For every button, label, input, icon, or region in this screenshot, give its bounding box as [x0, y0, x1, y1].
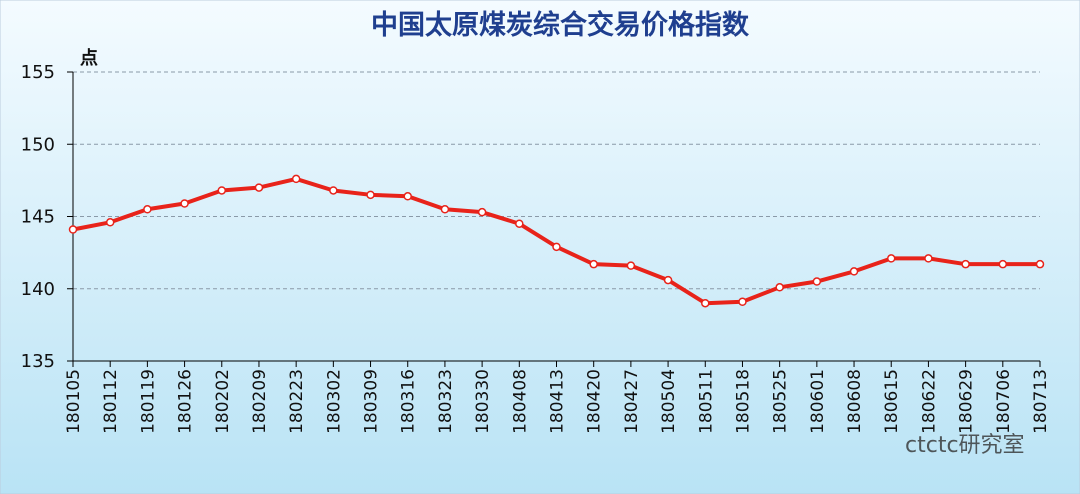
point [775, 283, 784, 292]
y-tick-label: 150 [21, 134, 55, 155]
point [440, 205, 450, 214]
point [998, 259, 1008, 269]
y-tick-label: 155 [21, 62, 55, 83]
x-tick-label: 180706 [994, 369, 1014, 434]
x-tick-label: 180112 [101, 369, 121, 434]
point [403, 192, 412, 201]
x-tick-label: 180518 [733, 369, 753, 434]
point [589, 259, 598, 269]
point [663, 275, 673, 285]
x-tick-label: 180209 [250, 369, 270, 434]
point [961, 259, 970, 269]
point [924, 254, 933, 263]
x-tick-label: 180223 [287, 369, 307, 434]
y-tick-label: 135 [21, 351, 55, 372]
x-tick-label: 180427 [622, 369, 642, 434]
x-tick-label: 180302 [324, 369, 344, 434]
x-tick-label: 180525 [771, 369, 791, 434]
y-tick-label: 140 [21, 279, 55, 300]
point [849, 267, 859, 276]
y-tick-label: 145 [21, 207, 55, 228]
point [68, 225, 78, 234]
point [180, 199, 189, 208]
point [701, 298, 710, 308]
x-tick-label: 180119 [138, 369, 158, 434]
x-tick-label: 180330 [473, 369, 493, 434]
x-tick-label: 180309 [362, 369, 382, 434]
point [1035, 259, 1045, 269]
point [738, 297, 747, 307]
point [217, 186, 227, 195]
x-tick-label: 180105 [64, 369, 84, 434]
x-tick-label: 180511 [696, 369, 716, 434]
point [626, 261, 636, 270]
point [105, 218, 115, 227]
watermark: ctctc研究室 [905, 433, 1025, 458]
point [143, 205, 152, 214]
x-tick-label: 180504 [659, 369, 679, 434]
point [477, 207, 487, 217]
x-tick-label: 180629 [957, 369, 977, 434]
x-tick-label: 180316 [399, 369, 419, 434]
x-tick-label: 180323 [436, 369, 456, 434]
y-axis-label: 点 [80, 47, 98, 69]
point [291, 174, 301, 184]
x-tick-label: 180713 [1031, 369, 1051, 434]
x-tick-label: 180126 [176, 369, 196, 434]
point [329, 186, 338, 195]
x-tick-label: 180615 [882, 369, 902, 434]
point [552, 242, 561, 252]
x-tick-label: 180608 [845, 369, 865, 434]
x-tick-label: 180202 [213, 369, 233, 434]
point [886, 254, 896, 263]
point [254, 183, 264, 192]
x-tick-label: 180622 [919, 369, 939, 434]
x-tick-label: 180601 [808, 369, 828, 434]
x-tick-label: 180413 [548, 369, 568, 434]
point [515, 219, 524, 228]
chart-title: 中国太原煤炭综合交易价格指数 [371, 9, 750, 41]
x-tick-label: 180420 [585, 369, 605, 434]
point [812, 277, 822, 286]
point [366, 190, 375, 200]
x-tick-label: 180408 [510, 369, 530, 434]
